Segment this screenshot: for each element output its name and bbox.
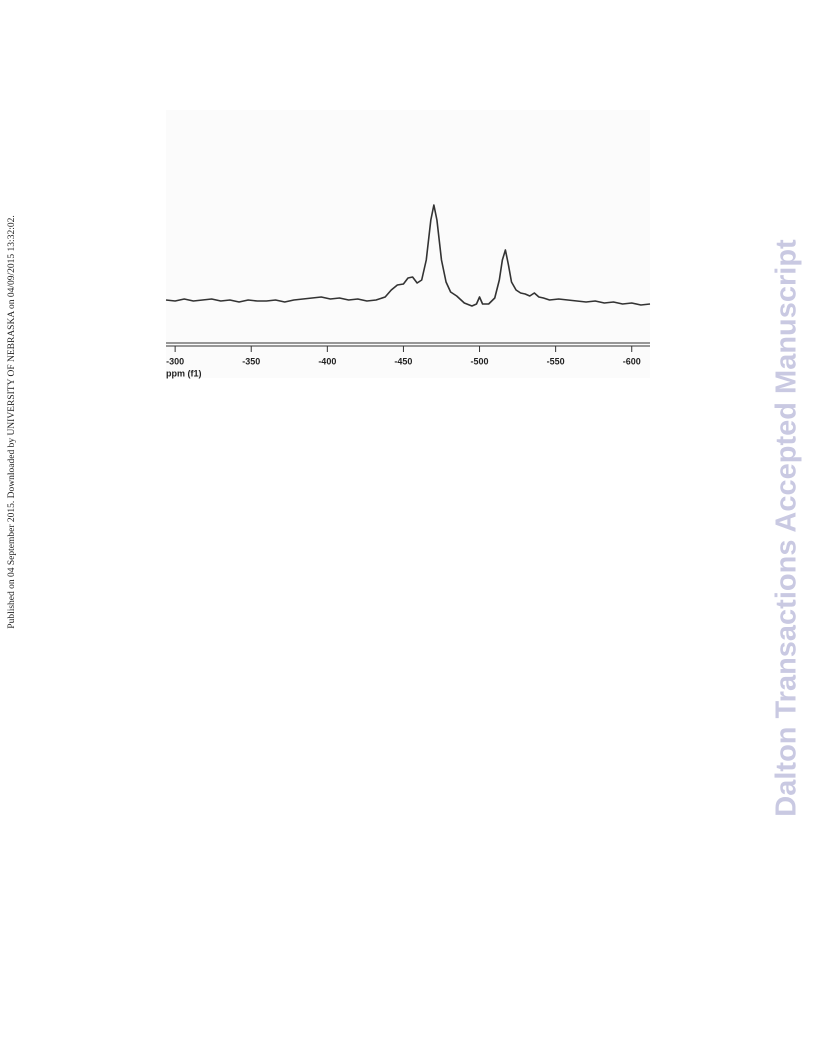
figure-background	[166, 110, 650, 378]
x-tick-label: -300	[166, 356, 184, 366]
side-note: Published on 04 September 2015. Download…	[7, 215, 17, 628]
x-tick-label: -350	[242, 356, 260, 366]
x-tick-label: -450	[394, 356, 412, 366]
x-tick-label: -500	[471, 356, 489, 366]
x-tick-label: -600	[623, 356, 641, 366]
spectrum-line	[165, 204, 651, 307]
x-axis-label: ppm (f1)	[166, 368, 202, 378]
watermark: Dalton Transactions Accepted Manuscript	[771, 239, 803, 817]
x-tick-label: -550	[547, 356, 565, 366]
x-tick-label: -400	[318, 356, 336, 366]
